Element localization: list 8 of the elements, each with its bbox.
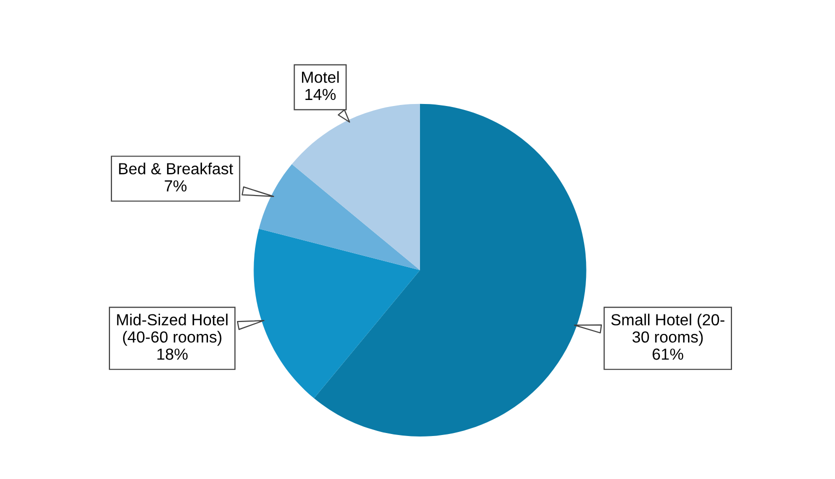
data-label: 18% (157, 348, 188, 360)
data-label: 61% (652, 348, 684, 360)
slice-label: Bed & Breakfast (119, 162, 234, 174)
data-label: 14% (305, 88, 336, 100)
slice-label: Small Hotel (20- 30 rooms) (611, 314, 724, 346)
slice-label: Mid-Sized Hotel (40-60 rooms) (117, 314, 228, 346)
data-label: 7% (164, 180, 187, 192)
slice-label: Motel (302, 71, 339, 83)
